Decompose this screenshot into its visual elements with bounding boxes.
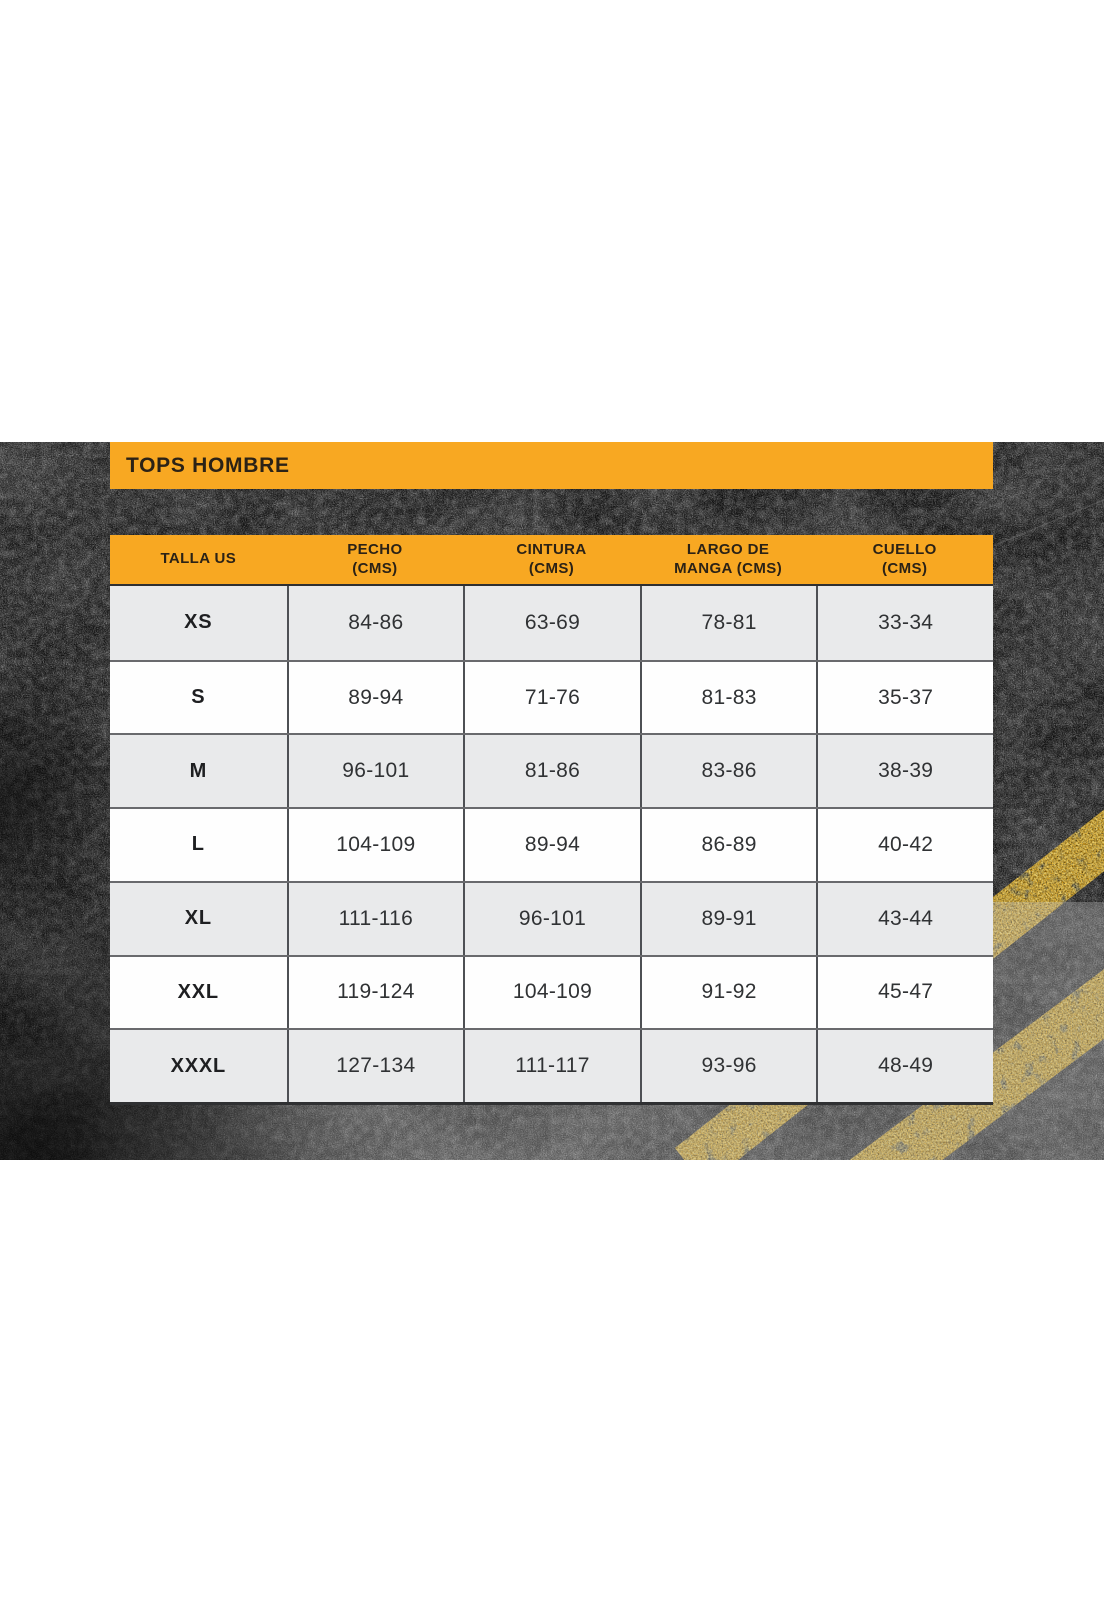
header-cell-talla-us: TALLA US xyxy=(110,535,287,584)
pecho-cell: 104-109 xyxy=(286,809,464,881)
table-row-xl: XL 111-116 96-101 89-91 43-44 xyxy=(110,880,993,955)
header-cell-cintura: CINTURA (CMS) xyxy=(463,535,640,584)
header-line: PECHO xyxy=(347,540,403,558)
cintura-cell: 111-117 xyxy=(463,1030,640,1102)
table-title: TOPS HOMBRE xyxy=(126,453,290,477)
cintura-cell: 104-109 xyxy=(463,956,640,1029)
table-row-xxxl: XXXL 127-134 111-117 93-96 48-49 xyxy=(110,1028,993,1102)
manga-cell: 81-83 xyxy=(639,661,817,734)
table-row-l: L 104-109 89-94 86-89 40-42 xyxy=(110,807,993,881)
pecho-cell: 89-94 xyxy=(286,661,464,734)
size-cell: XS xyxy=(184,611,213,634)
size-cell: XXXL xyxy=(170,1054,227,1077)
asphalt-background: TOPS HOMBRE TALLA US PECHO (CMS) CINTURA… xyxy=(0,442,1104,1160)
manga-cell: 86-89 xyxy=(639,809,817,881)
cintura-cell: 63-69 xyxy=(463,586,640,660)
manga-cell: 93-96 xyxy=(639,1030,817,1102)
pecho-cell: 96-101 xyxy=(286,735,464,808)
header-cell-largo-de-manga: LARGO DE MANGA (CMS) xyxy=(640,535,817,584)
pecho-cell: 119-124 xyxy=(286,956,464,1029)
manga-cell: 78-81 xyxy=(639,586,817,660)
size-cell: M xyxy=(189,759,208,782)
header-cell-pecho: PECHO (CMS) xyxy=(287,535,464,584)
cuello-cell: 38-39 xyxy=(816,735,993,808)
cintura-cell: 71-76 xyxy=(463,661,640,734)
header-line: (CMS) xyxy=(352,559,398,577)
header-line: MANGA (CMS) xyxy=(674,559,783,577)
table-row-xxl: XXL 119-124 104-109 91-92 45-47 xyxy=(110,954,993,1029)
pecho-cell: 111-116 xyxy=(286,882,464,955)
pecho-cell: 127-134 xyxy=(286,1030,464,1102)
header-line: TALLA US xyxy=(160,550,237,568)
size-cell: L xyxy=(191,833,205,856)
cintura-cell: 89-94 xyxy=(463,809,640,881)
size-cell: S xyxy=(191,686,206,709)
cintura-cell: 96-101 xyxy=(463,882,640,955)
header-line: (CMS) xyxy=(882,559,928,577)
manga-cell: 83-86 xyxy=(639,735,817,808)
cuello-cell: 43-44 xyxy=(816,882,993,955)
manga-cell: 91-92 xyxy=(639,956,817,1029)
table-title-bar: TOPS HOMBRE xyxy=(110,442,993,489)
cuello-cell: 48-49 xyxy=(816,1030,993,1102)
cintura-cell: 81-86 xyxy=(463,735,640,808)
manga-cell: 89-91 xyxy=(639,882,817,955)
cuello-cell: 33-34 xyxy=(816,586,993,660)
size-table-body: XS 84-86 63-69 78-81 33-34 S 89-94 71-76… xyxy=(110,584,993,1105)
header-line: (CMS) xyxy=(528,559,575,577)
table-header-row: TALLA US PECHO (CMS) CINTURA (CMS) LARGO… xyxy=(110,535,993,584)
table-row-m: M 96-101 81-86 83-86 38-39 xyxy=(110,733,993,808)
cuello-cell: 40-42 xyxy=(816,809,993,881)
size-cell: XXL xyxy=(177,980,219,1003)
header-line: CINTURA xyxy=(516,540,587,558)
pecho-cell: 84-86 xyxy=(286,586,464,660)
table-row-xs: XS 84-86 63-69 78-81 33-34 xyxy=(110,586,993,660)
header-line: CUELLO xyxy=(872,540,937,558)
cuello-cell: 35-37 xyxy=(816,661,993,734)
size-cell: XL xyxy=(184,907,212,930)
header-line: LARGO DE xyxy=(686,540,770,558)
header-cell-cuello: CUELLO (CMS) xyxy=(816,535,993,584)
cuello-cell: 45-47 xyxy=(816,956,993,1029)
table-row-s: S 89-94 71-76 81-83 35-37 xyxy=(110,659,993,734)
